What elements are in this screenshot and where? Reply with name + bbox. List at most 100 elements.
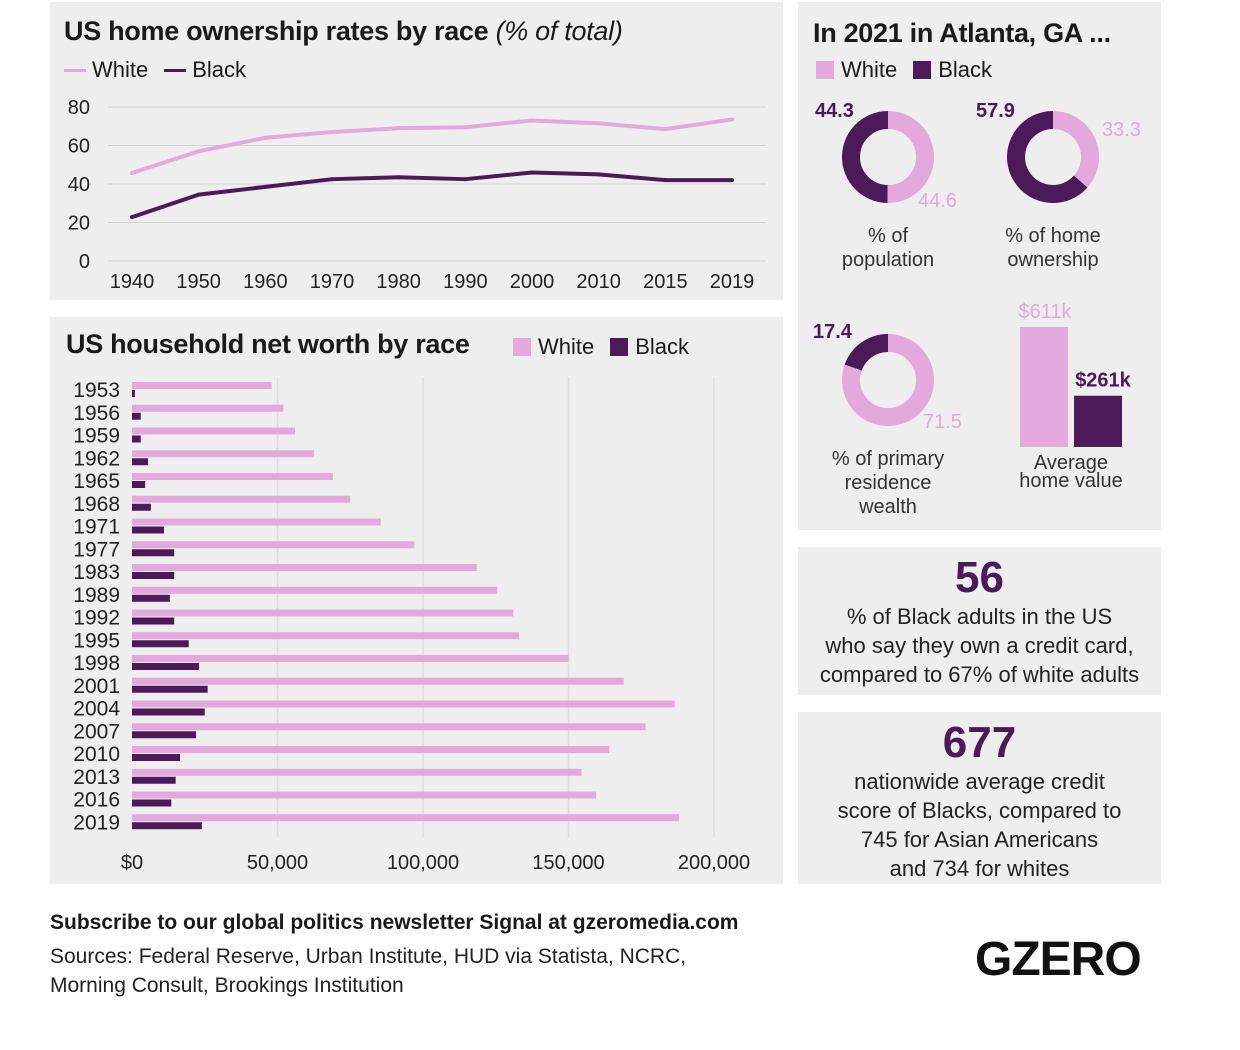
y-tick-label: 0 [79, 251, 90, 273]
category-label: 1971 [73, 516, 120, 539]
category-label: 2007 [73, 720, 120, 743]
bar-white [132, 518, 381, 526]
data-point-white [263, 135, 268, 140]
donut-caption: wealth [858, 496, 917, 518]
legend-swatch-black [913, 61, 932, 79]
donut-value-black: 17.4 [813, 321, 853, 343]
credit-score-text-line: and 734 for whites [889, 856, 1070, 881]
legend-label-black: Black [635, 334, 690, 359]
credit-card-text: % of Black adults in the US who say they… [798, 602, 1161, 689]
legend-swatch-white [513, 338, 531, 356]
legend-swatch-white [816, 61, 834, 79]
bar-white [132, 723, 646, 731]
legend-item-white: White [64, 57, 148, 83]
x-tick-label: 1990 [443, 271, 488, 293]
category-label: 1962 [73, 447, 120, 470]
x-tick-label: 1950 [176, 271, 221, 293]
data-point-white [463, 125, 468, 130]
donut-slice-white [1052, 111, 1099, 188]
credit-score-text-line: score of Blacks, compared to [837, 798, 1122, 823]
credit-score-text: nationwide average credit score of Black… [798, 767, 1161, 883]
category-label: 1977 [73, 538, 120, 561]
data-point-white [330, 130, 334, 135]
bar-black [132, 412, 141, 420]
legend-item-white: White [513, 334, 594, 360]
credit-score-text-line: 745 for Asian Americans [860, 827, 1099, 852]
data-point-black [263, 184, 268, 189]
legend-label-black: Black [938, 57, 993, 82]
sources-line: Morning Consult, Brookings Institution [50, 974, 404, 997]
bar-black [132, 754, 181, 761]
x-tick-label: 1980 [376, 271, 421, 293]
credit-card-text-line: % of Black adults in the US [846, 604, 1113, 629]
bar-white [132, 473, 333, 480]
x-tick-label: 2019 [710, 271, 755, 293]
data-point-black [663, 178, 668, 183]
bar-black [132, 390, 135, 397]
bar-black [132, 822, 202, 830]
category-label: 1959 [73, 425, 120, 448]
x-tick-label: 100,000 [387, 852, 459, 874]
series-line-black [131, 170, 732, 220]
data-point-white [130, 171, 134, 176]
credit-card-text-line: who say they own a credit card, [825, 633, 1134, 658]
bar-black [132, 731, 197, 739]
data-point-white [530, 118, 534, 123]
home-value-label: $611k [1018, 301, 1072, 323]
category-label: 2019 [73, 811, 120, 834]
bar-white [132, 791, 597, 799]
donut-caption: residence [845, 472, 932, 494]
home-value-bar-black [1074, 395, 1122, 447]
x-tick-label: 150,000 [532, 852, 604, 874]
bar-black [132, 685, 208, 693]
gzero-logo: GZERO [975, 933, 1142, 986]
category-label: 1992 [73, 607, 120, 630]
x-tick-label: 50,000 [247, 852, 308, 874]
donut-value-white: 33.3 [1102, 119, 1141, 141]
legend-swatch-black [164, 68, 187, 72]
donut-caption: population [842, 249, 934, 271]
credit-card-panel: 56 % of Black adults in the US who say t… [798, 547, 1161, 695]
bar-white [132, 495, 351, 503]
x-tick-label: 1960 [243, 271, 288, 293]
networth-legend: White Black [513, 334, 705, 360]
credit-card-text-line: compared to 67% of white adults [819, 662, 1140, 687]
data-point-black [530, 170, 534, 175]
category-label: 1968 [73, 493, 120, 516]
donut-value-black: 44.3 [815, 100, 854, 122]
data-point-white [663, 127, 668, 132]
series-line-white [131, 117, 733, 175]
donut-caption: % of [868, 225, 908, 247]
data-point-white [396, 126, 401, 131]
bar-black [132, 435, 141, 443]
bar-black [132, 594, 170, 602]
donut-slice-white [887, 111, 934, 203]
bar-white [132, 655, 569, 662]
legend-swatch-white [64, 68, 86, 72]
donut-slice-black [844, 334, 889, 372]
bar-black [132, 776, 176, 784]
atlanta-legend: White Black [816, 57, 1008, 83]
category-label: 1983 [73, 561, 120, 584]
bar-black [132, 617, 175, 625]
legend-item-black: Black [610, 334, 689, 360]
bar-white [132, 814, 680, 822]
category-label: 1953 [73, 379, 120, 402]
bar-white [132, 677, 624, 685]
bar-white [132, 382, 272, 389]
subscribe-text: Subscribe to our global politics newslet… [50, 911, 739, 934]
category-label: 1965 [73, 470, 120, 493]
credit-score-panel: 677 nationwide average credit score of B… [798, 712, 1161, 884]
legend-item-black: Black [913, 57, 992, 83]
donut-value-white: 71.5 [923, 411, 962, 433]
bar-white [132, 541, 415, 549]
credit-score-text-line: nationwide average credit [854, 769, 1105, 794]
bar-black [132, 640, 189, 648]
category-label: 2016 [73, 789, 120, 812]
bar-white [132, 632, 520, 640]
bar-black [132, 708, 205, 716]
home-value-bar-white [1020, 327, 1068, 447]
atlanta-title: In 2021 in Atlanta, GA ... [813, 18, 1111, 48]
category-label: 2004 [73, 698, 120, 721]
